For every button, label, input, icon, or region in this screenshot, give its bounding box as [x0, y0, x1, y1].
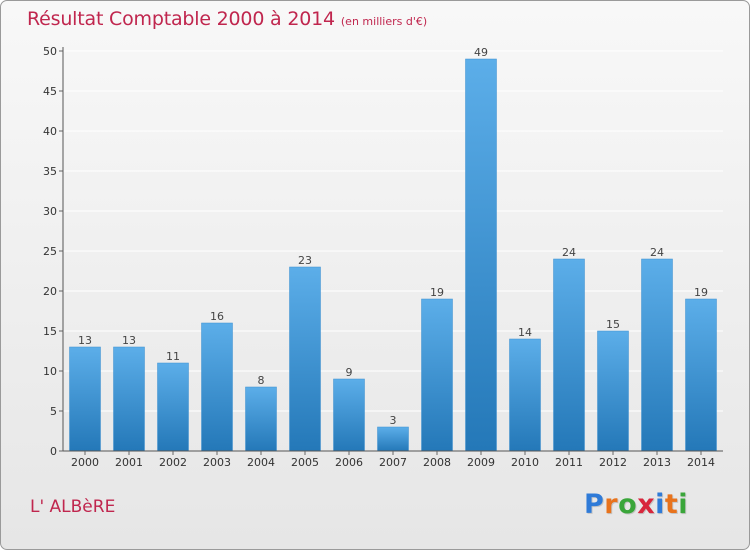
y-tick-label: 35	[43, 165, 57, 178]
bar-2000	[69, 346, 101, 452]
x-tick-label: 2014	[687, 456, 715, 469]
x-tick-label: 2009	[467, 456, 495, 469]
bar-2007	[377, 426, 409, 452]
data-label-2014: 19	[694, 286, 708, 299]
y-tick-label: 25	[43, 245, 57, 258]
x-tick-label: 2001	[115, 456, 143, 469]
bar-2005	[289, 266, 321, 452]
x-tick-label: 2000	[71, 456, 99, 469]
logo-letter: P	[584, 489, 605, 520]
bar-2009	[465, 58, 497, 452]
y-tick-label: 40	[43, 125, 57, 138]
x-tick-label: 2005	[291, 456, 319, 469]
x-tick-label: 2002	[159, 456, 187, 469]
chart-title: Résultat Comptable 2000 à 2014	[27, 8, 335, 30]
data-label-2011: 24	[562, 246, 576, 259]
bar-2011	[553, 258, 585, 452]
data-label-2007: 3	[390, 414, 397, 427]
logo-letter: t	[664, 489, 679, 520]
bar-2001	[113, 346, 145, 452]
logo-letter: o	[618, 489, 638, 520]
chart-title-block: Résultat Comptable 2000 à 2014 (en millie…	[27, 8, 427, 30]
y-tick-label: 0	[50, 445, 57, 458]
y-tick-label: 45	[43, 85, 57, 98]
x-tick-label: 2013	[643, 456, 671, 469]
x-tick-label: 2004	[247, 456, 275, 469]
data-label-2001: 13	[122, 334, 136, 347]
data-label-2009: 49	[474, 46, 488, 59]
data-label-2003: 16	[210, 310, 224, 323]
logo-letter: i	[655, 489, 665, 520]
bar-2010	[509, 338, 541, 452]
bar-2004	[245, 386, 277, 452]
data-label-2006: 9	[346, 366, 353, 379]
commune-name: L' ALBèRE	[30, 497, 116, 517]
proxiti-logo[interactable]: Proxiti	[584, 489, 688, 520]
y-tick-label: 30	[43, 205, 57, 218]
logo-letter: i	[678, 489, 689, 520]
bars: 13 13 11 16 8 23 9 3 19 49 14 24 15 24 19	[69, 46, 717, 452]
data-label-2005: 23	[298, 254, 312, 267]
data-label-2002: 11	[166, 350, 180, 363]
bar-2002	[157, 362, 189, 452]
data-label-2008: 19	[430, 286, 444, 299]
logo-letter: x	[637, 489, 656, 520]
x-tick-label: 2003	[203, 456, 231, 469]
bar-2003	[201, 322, 233, 452]
axes: 0 5 10 15 20 25 30 35 40 45 50 2000 2001 2002 2003 2004…	[43, 45, 723, 469]
bar-2012	[597, 330, 629, 452]
data-label-2000: 13	[78, 334, 92, 347]
x-tick-label: 2010	[511, 456, 539, 469]
y-tick-label: 10	[43, 365, 57, 378]
bar-2006	[333, 378, 365, 452]
x-tick-label: 2006	[335, 456, 363, 469]
data-label-2013: 24	[650, 246, 664, 259]
data-label-2010: 14	[518, 326, 532, 339]
data-label-2012: 15	[606, 318, 620, 331]
x-tick-label: 2008	[423, 456, 451, 469]
x-tick-label: 2011	[555, 456, 583, 469]
y-tick-label: 15	[43, 325, 57, 338]
x-tick-label: 2007	[379, 456, 407, 469]
bar-2014	[685, 298, 717, 452]
y-tick-label: 20	[43, 285, 57, 298]
x-tick-label: 2012	[599, 456, 627, 469]
unit-note: (en milliers d'€)	[340, 15, 428, 28]
bar-2008	[421, 298, 453, 452]
logo-letter: r	[604, 489, 619, 520]
y-tick-label: 50	[43, 45, 57, 58]
y-tick-label: 5	[50, 405, 57, 418]
data-label-2004: 8	[258, 374, 265, 387]
bar-2013	[641, 258, 673, 452]
